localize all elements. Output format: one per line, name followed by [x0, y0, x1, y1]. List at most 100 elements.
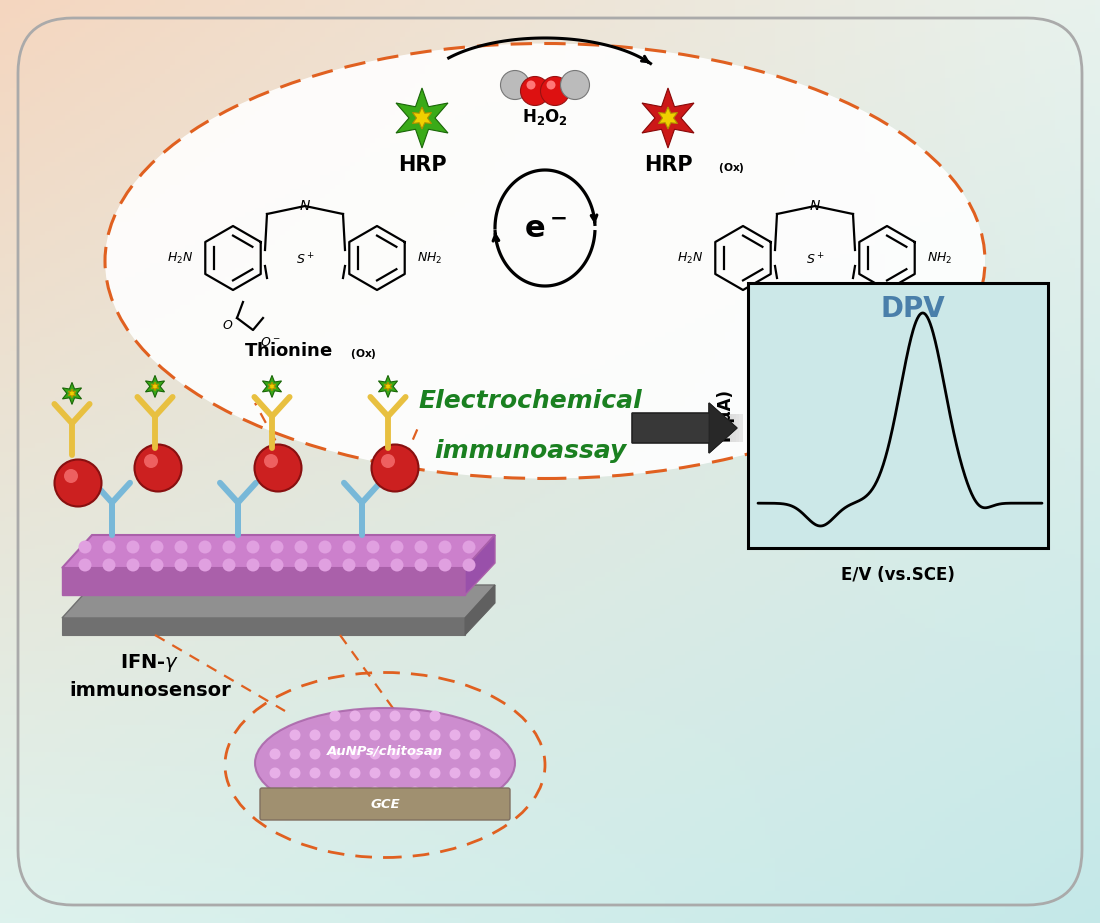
- Circle shape: [309, 749, 320, 760]
- Bar: [673, 414, 676, 442]
- Circle shape: [389, 729, 400, 740]
- Circle shape: [415, 558, 428, 571]
- Circle shape: [270, 749, 280, 760]
- Polygon shape: [62, 585, 495, 618]
- Circle shape: [429, 729, 440, 740]
- Text: $NH_2$: $NH_2$: [927, 250, 953, 266]
- FancyBboxPatch shape: [260, 788, 510, 820]
- Circle shape: [470, 729, 481, 740]
- Circle shape: [175, 558, 187, 571]
- Circle shape: [527, 80, 536, 90]
- Text: $H_2N$: $H_2N$: [676, 250, 703, 266]
- Bar: [691, 414, 695, 442]
- Polygon shape: [62, 568, 465, 595]
- Circle shape: [409, 711, 420, 722]
- Bar: [706, 414, 710, 442]
- Circle shape: [389, 806, 400, 817]
- Circle shape: [429, 768, 440, 778]
- Circle shape: [370, 806, 381, 817]
- Polygon shape: [152, 382, 158, 390]
- Circle shape: [289, 786, 300, 797]
- Polygon shape: [145, 376, 165, 398]
- Circle shape: [175, 541, 187, 554]
- Polygon shape: [465, 585, 495, 635]
- Bar: [669, 414, 673, 442]
- Circle shape: [330, 786, 341, 797]
- Circle shape: [390, 541, 404, 554]
- Text: AuNPs/chitosan: AuNPs/chitosan: [327, 745, 443, 758]
- Text: $\bf{Thionine}$: $\bf{Thionine}$: [758, 342, 846, 360]
- Circle shape: [342, 541, 355, 554]
- Circle shape: [55, 460, 101, 507]
- Circle shape: [490, 749, 500, 760]
- Circle shape: [264, 454, 278, 468]
- Circle shape: [381, 454, 395, 468]
- Circle shape: [439, 558, 451, 571]
- Circle shape: [309, 786, 320, 797]
- Text: $\bf{_{(Ox)}}$: $\bf{_{(Ox)}}$: [350, 347, 377, 363]
- Circle shape: [295, 541, 308, 554]
- Circle shape: [330, 749, 341, 760]
- Circle shape: [350, 786, 361, 797]
- Circle shape: [450, 729, 461, 740]
- Text: $_{\mathbf{(Ox)}}$: $_{\mathbf{(Ox)}}$: [718, 161, 745, 176]
- Circle shape: [271, 541, 284, 554]
- Circle shape: [134, 445, 182, 492]
- Circle shape: [429, 786, 440, 797]
- Circle shape: [409, 786, 420, 797]
- Text: $S^+$: $S^+$: [296, 252, 315, 268]
- Circle shape: [330, 711, 341, 722]
- Bar: [632, 414, 636, 442]
- Bar: [666, 414, 669, 442]
- Circle shape: [370, 711, 381, 722]
- Text: IFN-$\gamma$: IFN-$\gamma$: [120, 652, 179, 674]
- Bar: [644, 414, 647, 442]
- Circle shape: [409, 729, 420, 740]
- Polygon shape: [659, 107, 678, 129]
- Circle shape: [78, 541, 91, 554]
- Circle shape: [370, 729, 381, 740]
- Text: HRP: HRP: [644, 155, 692, 175]
- Circle shape: [330, 729, 341, 740]
- Polygon shape: [263, 376, 282, 398]
- Circle shape: [470, 749, 481, 760]
- Circle shape: [350, 729, 361, 740]
- Circle shape: [350, 711, 361, 722]
- Circle shape: [198, 541, 211, 554]
- Circle shape: [126, 558, 140, 571]
- Circle shape: [429, 711, 440, 722]
- Circle shape: [450, 749, 461, 760]
- Circle shape: [547, 80, 556, 90]
- Bar: [684, 414, 688, 442]
- Circle shape: [409, 806, 420, 817]
- Polygon shape: [710, 403, 737, 453]
- Circle shape: [490, 768, 500, 778]
- Bar: [658, 414, 662, 442]
- Bar: [728, 414, 732, 442]
- Circle shape: [540, 77, 570, 105]
- Bar: [698, 414, 703, 442]
- Text: $O$: $O$: [222, 319, 233, 332]
- Circle shape: [222, 558, 235, 571]
- Bar: [695, 414, 698, 442]
- Circle shape: [319, 541, 331, 554]
- Circle shape: [144, 454, 158, 468]
- Text: GCE: GCE: [371, 797, 399, 810]
- Circle shape: [470, 768, 481, 778]
- Text: Electrochemical: Electrochemical: [418, 389, 642, 413]
- Text: $NH_2$: $NH_2$: [417, 250, 442, 266]
- Circle shape: [500, 70, 529, 100]
- Circle shape: [198, 558, 211, 571]
- Bar: [714, 414, 717, 442]
- Circle shape: [246, 558, 260, 571]
- Circle shape: [389, 711, 400, 722]
- Text: DPV: DPV: [881, 295, 945, 323]
- Text: $N$: $N$: [299, 199, 311, 213]
- Circle shape: [370, 786, 381, 797]
- Text: $S^+$: $S^+$: [805, 252, 824, 268]
- Circle shape: [366, 541, 379, 554]
- Circle shape: [102, 558, 116, 571]
- Bar: [710, 414, 714, 442]
- Circle shape: [350, 768, 361, 778]
- Circle shape: [470, 786, 481, 797]
